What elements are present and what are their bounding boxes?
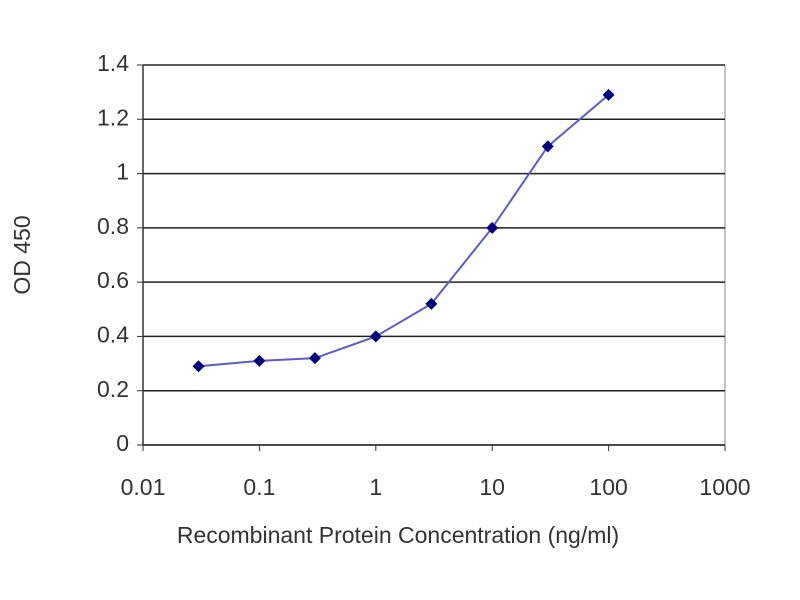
data-point [602,88,615,101]
data-line [198,94,610,368]
y-tick-label: 0.2 [97,376,129,402]
data-point [541,140,554,153]
y-tick-label: 0 [116,430,129,456]
y-tick-label: 0.8 [97,213,129,239]
x-tick-label: 0.01 [121,474,166,500]
x-tick-label: 10 [479,474,505,500]
data-point [253,354,266,367]
y-tick-label: 1.4 [97,50,129,76]
data-point [308,352,321,365]
x-axis-label: Recombinant Protein Concentration (ng/ml… [177,522,619,548]
y-tick-label: 1.2 [97,104,129,130]
x-tick-label: 100 [589,474,627,500]
y-axis-label: OD 450 [9,215,35,294]
x-tick-label: 1 [369,474,382,500]
y-tick-label: 1 [116,159,129,185]
x-tick-label: 1000 [699,474,750,500]
y-tick-label: 0.6 [97,267,129,293]
x-tick-label: 0.1 [243,474,275,500]
data-point [425,297,438,310]
y-tick-label: 0.4 [97,322,129,348]
data-point [486,221,499,234]
data-point [192,360,205,373]
plot-area [142,64,726,446]
data-point [369,330,382,343]
